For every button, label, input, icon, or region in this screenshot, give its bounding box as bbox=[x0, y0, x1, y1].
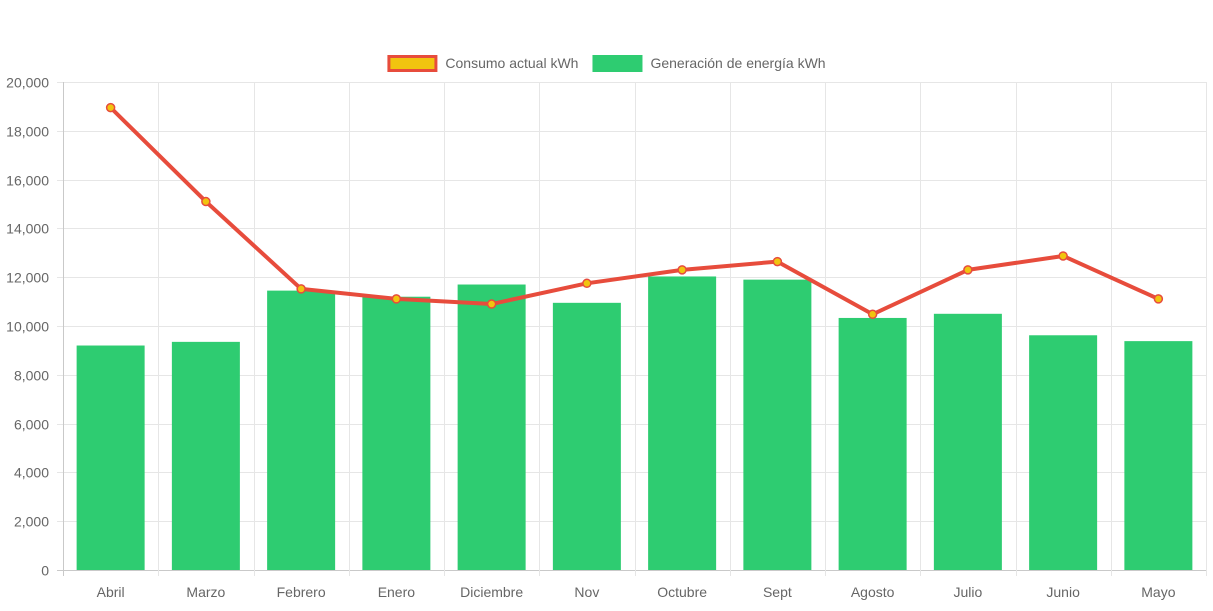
y-tick-label: 16,000 bbox=[6, 173, 49, 189]
consumption-line bbox=[109, 106, 1160, 317]
bar-julio[interactable] bbox=[933, 313, 1002, 570]
point-enero[interactable] bbox=[391, 294, 402, 304]
point-mayo[interactable] bbox=[1153, 294, 1164, 304]
point-octubre[interactable] bbox=[677, 265, 687, 275]
bar-marzo[interactable] bbox=[171, 341, 240, 570]
y-tick-label: 6,000 bbox=[14, 417, 49, 433]
y-tick-label: 2,000 bbox=[14, 514, 49, 530]
bar-abril[interactable] bbox=[76, 345, 145, 570]
bar-mayo[interactable] bbox=[1124, 341, 1193, 570]
x-tick-label: Diciembre bbox=[460, 584, 523, 600]
x-tick-label: Febrero bbox=[277, 584, 326, 600]
x-tick-label: Marzo bbox=[186, 584, 225, 600]
x-tick-label: Abril bbox=[97, 584, 125, 600]
bar-junio[interactable] bbox=[1029, 335, 1098, 570]
point-julio[interactable] bbox=[963, 265, 973, 275]
legend-item-consumo[interactable]: Consumo actual kWh bbox=[387, 55, 579, 72]
y-tick-label: 18,000 bbox=[6, 124, 49, 140]
bar-nov[interactable] bbox=[552, 302, 621, 570]
point-junio[interactable] bbox=[1058, 251, 1068, 261]
x-tick-label: Junio bbox=[1046, 584, 1080, 600]
point-febrero[interactable] bbox=[296, 284, 306, 294]
x-tick-label: Enero bbox=[378, 584, 416, 600]
line-series bbox=[105, 102, 1164, 320]
bar-series bbox=[76, 276, 1193, 570]
legend-swatch bbox=[592, 55, 643, 72]
point-diciembre[interactable] bbox=[486, 299, 497, 309]
legend-label: Consumo actual kWh bbox=[445, 55, 578, 71]
bar-octubre[interactable] bbox=[648, 276, 717, 570]
y-tick-label: 14,000 bbox=[6, 221, 49, 237]
legend-label: Generación de energía kWh bbox=[650, 55, 825, 71]
y-tick-label: 10,000 bbox=[6, 319, 49, 335]
y-tick-label: 20,000 bbox=[6, 75, 49, 91]
y-tick-label: 12,000 bbox=[6, 270, 49, 286]
x-tick-label: Julio bbox=[953, 584, 982, 600]
y-tick-label: 8,000 bbox=[14, 368, 49, 384]
y-tick-label: 0 bbox=[41, 563, 49, 579]
x-tick-label: Octubre bbox=[657, 584, 707, 600]
x-tick-label: Mayo bbox=[1141, 584, 1175, 600]
x-tick-label: Agosto bbox=[851, 584, 895, 600]
bar-agosto[interactable] bbox=[838, 317, 907, 570]
point-marzo[interactable] bbox=[201, 196, 211, 207]
x-tick-label: Sept bbox=[763, 584, 792, 600]
legend-swatch bbox=[387, 55, 438, 72]
legend[interactable]: Consumo actual kWh Generación de energía … bbox=[387, 55, 826, 72]
bar-enero[interactable] bbox=[362, 296, 431, 570]
bar-sept[interactable] bbox=[743, 279, 812, 570]
x-tick-label: Nov bbox=[574, 584, 599, 600]
point-agosto[interactable] bbox=[867, 309, 878, 320]
axes: 0 2,000 4,000 6,000 8,000 10,000 12,000 14,000 1… bbox=[6, 75, 1176, 601]
point-abril[interactable] bbox=[105, 102, 116, 113]
bar-diciembre[interactable] bbox=[457, 284, 526, 570]
point-sept[interactable] bbox=[772, 256, 783, 267]
legend-item-generacion[interactable]: Generación de energía kWh bbox=[592, 55, 826, 72]
grid-lines bbox=[57, 82, 1207, 576]
y-tick-label: 4,000 bbox=[14, 465, 49, 481]
point-nov[interactable] bbox=[582, 278, 592, 289]
bar-febrero[interactable] bbox=[267, 290, 336, 570]
